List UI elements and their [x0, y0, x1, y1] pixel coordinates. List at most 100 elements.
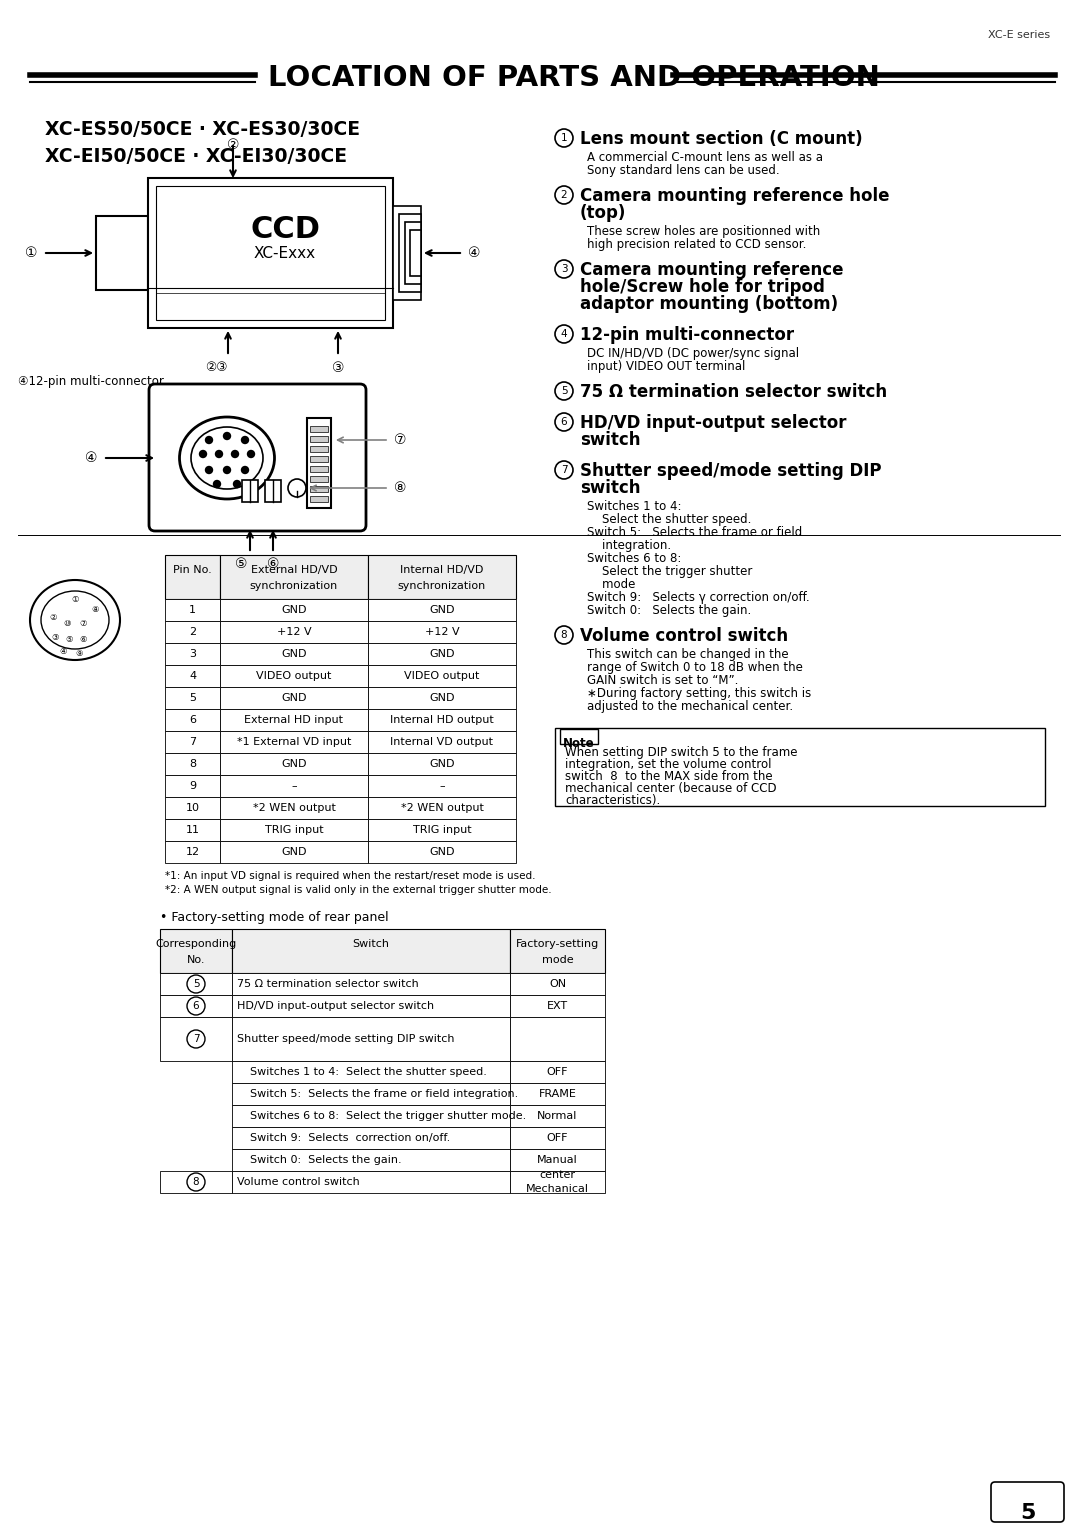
Bar: [165, 555, 220, 599]
Text: Camera mounting reference hole: Camera mounting reference hole: [580, 186, 890, 205]
Text: ⑧: ⑧: [394, 481, 406, 495]
Circle shape: [288, 478, 306, 497]
Text: Volume control switch: Volume control switch: [580, 626, 788, 645]
Text: Volume control switch: Volume control switch: [237, 1177, 360, 1187]
Text: synchronization: synchronization: [249, 581, 338, 591]
Circle shape: [214, 480, 220, 487]
Bar: [165, 775, 220, 798]
Bar: [310, 426, 328, 432]
Bar: [160, 973, 232, 995]
Bar: [220, 775, 368, 798]
Polygon shape: [393, 206, 421, 299]
Text: Factory-setting: Factory-setting: [516, 940, 599, 949]
Text: GND: GND: [429, 649, 455, 659]
Text: When setting DIP switch 5 to the frame: When setting DIP switch 5 to the frame: [565, 746, 797, 759]
Text: mechanical center (because of CCD: mechanical center (because of CCD: [565, 782, 777, 795]
Bar: [165, 819, 220, 840]
Text: 2: 2: [189, 626, 197, 637]
Bar: [232, 1105, 510, 1128]
Text: ②: ②: [50, 614, 57, 622]
Text: ⑤: ⑤: [65, 636, 72, 645]
Circle shape: [200, 451, 206, 457]
Polygon shape: [399, 214, 421, 292]
Bar: [510, 1170, 605, 1193]
Text: 10: 10: [186, 804, 200, 813]
Bar: [310, 446, 328, 452]
Bar: [310, 477, 328, 481]
Text: ⑦: ⑦: [394, 432, 406, 448]
Text: ④: ④: [59, 648, 67, 657]
Text: Normal: Normal: [538, 1111, 578, 1122]
Text: LOCATION OF PARTS AND OPERATION: LOCATION OF PARTS AND OPERATION: [268, 64, 880, 92]
Text: XC-Exxx: XC-Exxx: [254, 246, 316, 260]
Text: Switches 6 to 8:: Switches 6 to 8:: [588, 552, 681, 565]
Bar: [307, 419, 330, 507]
Text: 75 Ω termination selector switch: 75 Ω termination selector switch: [580, 384, 887, 400]
Bar: [165, 709, 220, 730]
Bar: [220, 819, 368, 840]
Circle shape: [247, 451, 255, 457]
Text: 7: 7: [561, 465, 567, 475]
Text: XC-EI50/50CE · XC-EI30/30CE: XC-EI50/50CE · XC-EI30/30CE: [45, 147, 347, 167]
Bar: [368, 753, 516, 775]
Bar: [368, 798, 516, 819]
Text: Shutter speed/mode setting DIP: Shutter speed/mode setting DIP: [580, 461, 881, 480]
Bar: [165, 665, 220, 688]
Bar: [510, 973, 605, 995]
Text: ⑨: ⑨: [76, 649, 83, 659]
Text: 6: 6: [561, 417, 567, 426]
Bar: [310, 466, 328, 472]
Text: 75 Ω termination selector switch: 75 Ω termination selector switch: [237, 979, 419, 989]
Circle shape: [224, 432, 230, 440]
Text: Switch 5:   Selects the frame or field: Switch 5: Selects the frame or field: [588, 526, 802, 539]
Polygon shape: [410, 231, 421, 277]
Text: Switch 0:   Selects the gain.: Switch 0: Selects the gain.: [588, 604, 752, 617]
Circle shape: [233, 480, 241, 487]
Bar: [165, 840, 220, 863]
Bar: [368, 688, 516, 709]
Text: GND: GND: [429, 694, 455, 703]
Bar: [368, 555, 516, 599]
Text: adaptor mounting (bottom): adaptor mounting (bottom): [580, 295, 838, 313]
Bar: [368, 620, 516, 643]
Text: *1: An input VD signal is required when the restart/reset mode is used.: *1: An input VD signal is required when …: [165, 871, 536, 882]
Bar: [510, 995, 605, 1018]
Text: 12-pin multi-connector: 12-pin multi-connector: [580, 325, 794, 344]
Bar: [232, 1170, 510, 1193]
Text: 1: 1: [189, 605, 195, 614]
Text: ⑧: ⑧: [91, 605, 98, 614]
Text: FRAME: FRAME: [539, 1089, 577, 1099]
Text: External HD input: External HD input: [244, 715, 343, 724]
Text: 8: 8: [189, 759, 197, 769]
Text: TRIG input: TRIG input: [413, 825, 471, 834]
Bar: [220, 798, 368, 819]
Text: 2: 2: [561, 189, 567, 200]
Bar: [510, 1128, 605, 1149]
Text: range of Switch 0 to 18 dB when the: range of Switch 0 to 18 dB when the: [588, 662, 802, 674]
Bar: [220, 620, 368, 643]
Text: Mechanical: Mechanical: [526, 1184, 589, 1193]
Bar: [220, 840, 368, 863]
Text: 11: 11: [186, 825, 200, 834]
Text: integration, set the volume control: integration, set the volume control: [565, 758, 771, 772]
Text: mode: mode: [542, 955, 573, 966]
Bar: [310, 455, 328, 461]
Text: 3: 3: [189, 649, 195, 659]
Text: –: –: [292, 781, 297, 792]
Text: 5: 5: [561, 387, 567, 396]
Text: switch: switch: [580, 478, 640, 497]
Text: Lens mount section (C mount): Lens mount section (C mount): [580, 130, 863, 148]
Text: Pin No.: Pin No.: [173, 565, 212, 575]
Text: Internal HD output: Internal HD output: [390, 715, 494, 724]
Text: ③: ③: [332, 361, 345, 374]
Bar: [165, 798, 220, 819]
Text: HD/VD input-output selector switch: HD/VD input-output selector switch: [237, 1001, 434, 1012]
Circle shape: [242, 437, 248, 443]
Text: 7: 7: [189, 736, 197, 747]
Text: switch: switch: [580, 431, 640, 449]
Bar: [368, 840, 516, 863]
Text: *2 WEN output: *2 WEN output: [401, 804, 484, 813]
Text: GND: GND: [281, 605, 307, 614]
Text: Switches 1 to 4:: Switches 1 to 4:: [588, 500, 681, 513]
Text: TRIG input: TRIG input: [265, 825, 323, 834]
